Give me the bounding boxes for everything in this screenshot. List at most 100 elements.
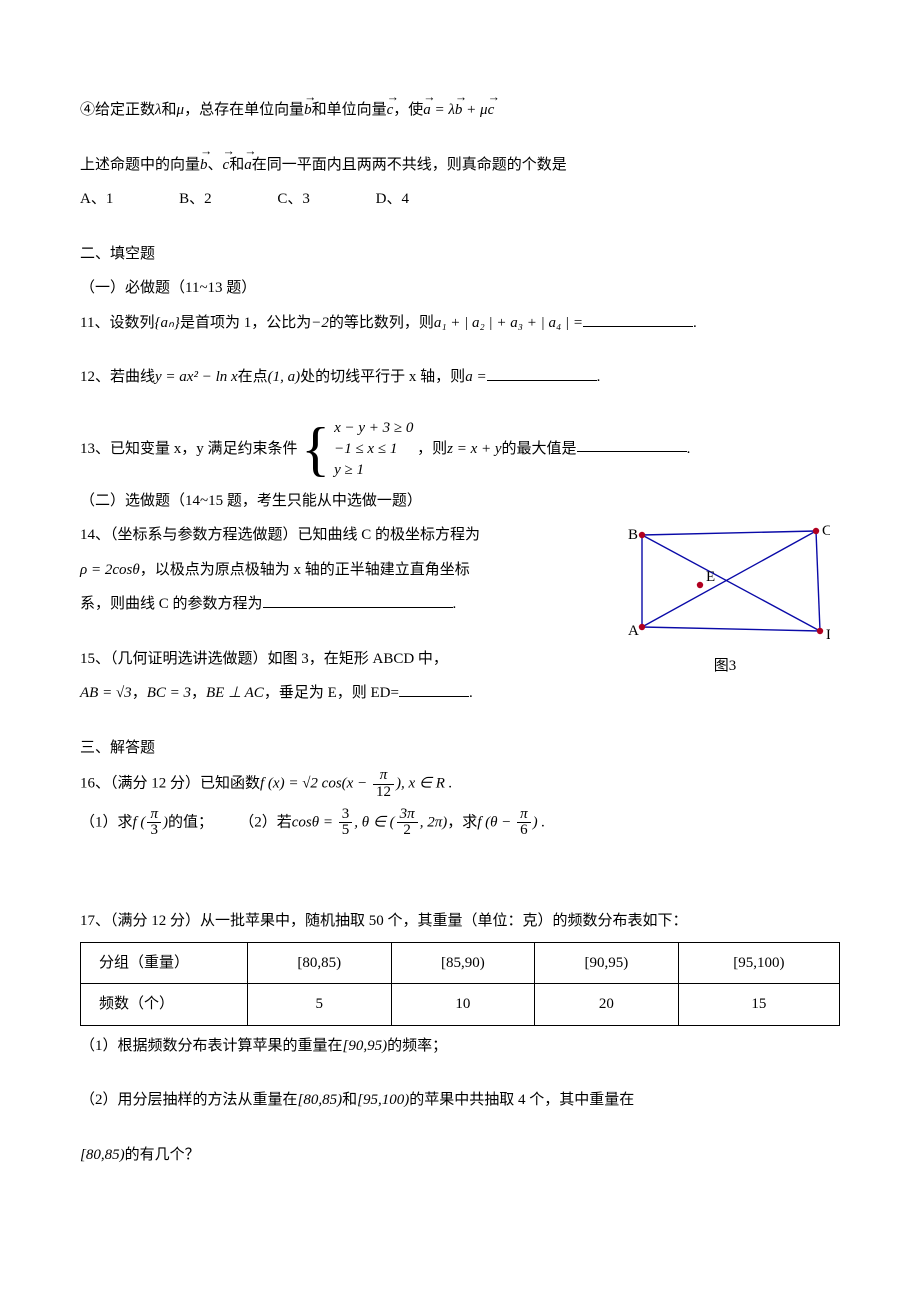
- header-cell: [85,90): [391, 942, 535, 984]
- row-header: 频数（个）: [81, 984, 248, 1026]
- choice-d: D、4: [376, 185, 409, 214]
- q17-p2: （2）用分层抽样的方法从重量在[80,85)和[95,100)的苹果中共抽取 4…: [80, 1086, 840, 1115]
- section-2-sub2: （二）选做题（14~15 题，考生只能从中选做一题）: [80, 487, 840, 516]
- interval: [95,100): [357, 1092, 409, 1108]
- header-cell: [90,95): [535, 942, 679, 984]
- section-2-sub1: （一）必做题（11~13 题）: [80, 274, 840, 303]
- q17-p1: （1）根据频数分布表计算苹果的重量在[90,95)的频率；: [80, 1032, 840, 1061]
- vec-b: b: [304, 96, 312, 125]
- f-open: f (: [133, 814, 146, 830]
- interval: [90,95): [343, 1038, 388, 1054]
- interval: [80,85): [80, 1147, 125, 1163]
- blank: [263, 594, 453, 609]
- q10-choices: A、1 B、2 C、3 D、4: [80, 185, 840, 214]
- polar-eq: ρ = 2cosθ: [80, 562, 140, 578]
- q11: 11、设数列{aₙ}是首项为 1，公比为−2的等比数列，则a₁ + | a₂ |…: [80, 309, 840, 338]
- text: （2）若: [239, 814, 292, 830]
- svg-text:B: B: [628, 527, 638, 543]
- header-cell: [95,100): [678, 942, 839, 984]
- point: (1, a): [268, 369, 301, 385]
- text: 的有几个？: [125, 1147, 200, 1163]
- text: 上述命题中的向量: [80, 157, 200, 173]
- blank: [583, 312, 693, 327]
- text: 处的切线平行于 x 轴，则: [300, 369, 465, 385]
- text: （1）根据频数分布表计算苹果的重量在: [80, 1038, 343, 1054]
- text: ，垂足为 E，则 ED=: [264, 685, 399, 701]
- be: BE ⊥ AC: [206, 685, 264, 701]
- ab: AB = √3: [80, 685, 132, 701]
- blank: [577, 438, 687, 453]
- cell: 15: [678, 984, 839, 1026]
- bc: BC = 3: [147, 685, 191, 701]
- text: 和单位向量: [312, 102, 387, 118]
- constraint-system: { x − y + 3 ≥ 0 −1 ≤ x ≤ 1 y ≥ 1: [301, 418, 413, 481]
- fx: f (x) = √2 cos(x −: [260, 776, 371, 792]
- text: 在同一平面内且两两不共线，则真命题的个数是: [252, 157, 567, 173]
- f-open: f (θ −: [477, 814, 515, 830]
- q10-stmt4: ④给定正数λ和μ，总存在单位向量b和单位向量c，使a = λb + μc: [80, 96, 840, 125]
- section-3-title: 三、解答题: [80, 734, 840, 763]
- sep: ，: [191, 685, 206, 701]
- svg-text:A: A: [628, 623, 639, 639]
- q10-line2: 上述命题中的向量b、c和a在同一平面内且两两不共线，则真命题的个数是: [80, 151, 840, 180]
- figure-3-svg: B C A D E: [620, 521, 830, 641]
- vec-b: b: [455, 96, 463, 125]
- text: ④给定正数: [80, 102, 155, 118]
- q17-stem: 17、（满分 12 分）从一批苹果中，随机抽取 50 个，其重量（单位：克）的频…: [80, 907, 840, 936]
- header-cell: [80,85): [248, 942, 392, 984]
- theta-in: , θ ∈ (: [354, 814, 394, 830]
- text: 的等比数列，则: [329, 315, 434, 331]
- q15-line2: AB = √3，BC = 3，BE ⊥ AC，垂足为 E，则 ED=.: [80, 679, 840, 708]
- text: 13、已知变量 x，y 满足约束条件: [80, 440, 298, 456]
- figure-3-caption: 图3: [610, 652, 840, 681]
- var: a =: [465, 369, 486, 385]
- cell: 20: [535, 984, 679, 1026]
- vec-c: c: [223, 151, 230, 180]
- svg-text:D: D: [826, 627, 830, 641]
- figure-3: B C A D E 图3: [610, 521, 840, 680]
- text: 系，则曲线 C 的参数方程为: [80, 596, 263, 612]
- row2: −1 ≤ x ≤ 1: [334, 439, 413, 460]
- curve: y = ax² − ln x: [155, 369, 238, 385]
- cos: cosθ =: [292, 814, 337, 830]
- frac-3pi-2: 3π2: [397, 807, 418, 840]
- interval-close: , 2π): [420, 814, 448, 830]
- f-close: ) .: [533, 814, 546, 830]
- vec-a: a: [244, 151, 252, 180]
- frac-pi-12: π12: [373, 768, 394, 801]
- fx-tail: ), x ∈ R .: [396, 776, 452, 792]
- frac-pi-6: π6: [517, 807, 531, 840]
- z-expr: z = x + y: [447, 440, 501, 456]
- header-cell: 分组（重量）: [81, 942, 248, 984]
- text: （2）用分层抽样的方法从重量在: [80, 1092, 298, 1108]
- text: 在点: [238, 369, 268, 385]
- q13: 13、已知变量 x，y 满足约束条件 { x − y + 3 ≥ 0 −1 ≤ …: [80, 418, 840, 481]
- text: 和: [342, 1092, 357, 1108]
- q17-p3: [80,85)的有几个？: [80, 1141, 840, 1170]
- interval: [80,85): [298, 1092, 343, 1108]
- table-row: 频数（个） 5 10 20 15: [81, 984, 840, 1026]
- text: ，总存在单位向量: [184, 102, 304, 118]
- text: 16、（满分 12 分）已知函数: [80, 776, 260, 792]
- ratio: −2: [311, 315, 329, 331]
- row1: x − y + 3 ≥ 0: [334, 418, 413, 439]
- text: 是首项为 1，公比为: [180, 315, 311, 331]
- q16-parts: （1）求f (π3)的值； （2）若cosθ = 35, θ ∈ (3π2, 2…: [80, 807, 840, 840]
- table-row: 分组（重量） [80,85) [85,90) [90,95) [95,100): [81, 942, 840, 984]
- text: 11、设数列: [80, 315, 154, 331]
- vec-c: c: [387, 96, 394, 125]
- text: （1）求: [80, 814, 133, 830]
- blank: [399, 683, 469, 698]
- svg-text:C: C: [822, 523, 830, 539]
- choice-c: C、3: [277, 185, 310, 214]
- text: ，以极点为原点极轴为 x 轴的正半轴建立直角坐标: [140, 562, 470, 578]
- cell: 5: [248, 984, 392, 1026]
- frac-3-5: 35: [339, 807, 353, 840]
- text: 的最大值是: [502, 440, 577, 456]
- text: 的频率；: [387, 1038, 447, 1054]
- row3: y ≥ 1: [334, 460, 413, 481]
- q16-stem: 16、（满分 12 分）已知函数f (x) = √2 cos(x − π12),…: [80, 768, 840, 801]
- svg-text:E: E: [706, 569, 715, 585]
- text: 的苹果中共抽取 4 个，其中重量在: [409, 1092, 634, 1108]
- vec-a: a: [423, 96, 431, 125]
